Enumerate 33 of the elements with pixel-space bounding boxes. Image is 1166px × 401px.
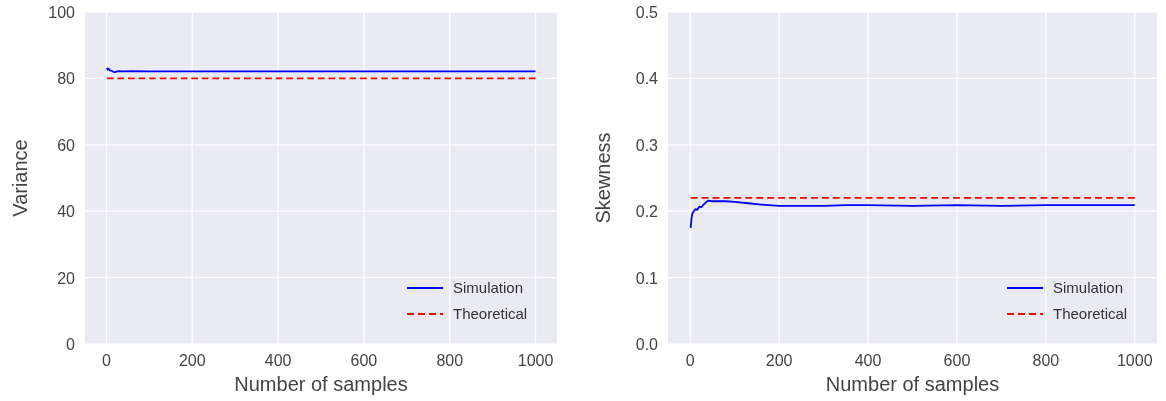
y-tick-label: 100 — [48, 4, 76, 21]
x-tick-label: 200 — [765, 352, 793, 369]
x-tick-label: 800 — [436, 352, 464, 369]
y-tick-label: 20 — [57, 269, 76, 287]
x-tick-label: 0 — [102, 352, 111, 369]
y-axis-title: Variance — [9, 139, 31, 217]
x-tick-label: 200 — [178, 352, 206, 369]
legend-label: Simulation — [1053, 279, 1124, 296]
y-tick-label: 0.5 — [635, 4, 659, 21]
y-tick-label: 80 — [57, 70, 76, 88]
y-tick-label: 40 — [57, 203, 76, 221]
y-tick-label: 0 — [66, 336, 76, 353]
y-tick-label: 0.3 — [635, 136, 659, 154]
x-tick-label: 600 — [350, 352, 378, 369]
x-tick-label: 800 — [1032, 352, 1060, 369]
x-tick-label: 1000 — [517, 352, 554, 369]
legend-label: Theoretical — [453, 305, 528, 322]
x-axis-title: Number of samples — [234, 373, 408, 395]
x-tick-label: 400 — [264, 352, 292, 369]
x-tick-label: 600 — [943, 352, 971, 369]
y-tick-label: 0.0 — [635, 336, 659, 353]
y-tick-label: 0.2 — [635, 203, 659, 221]
y-tick-label: 0.1 — [635, 269, 659, 287]
legend-label: Simulation — [453, 279, 524, 296]
line-series — [689, 199, 1136, 229]
x-tick-label: 1000 — [1116, 352, 1153, 369]
y-axis-title: Skewness — [592, 132, 614, 224]
y-tick-label: 60 — [57, 136, 76, 154]
y-tick-label: 0.4 — [635, 70, 659, 88]
legend-label: Theoretical — [1053, 305, 1128, 322]
x-axis-title: Number of samples — [825, 373, 1000, 395]
x-tick-label: 400 — [854, 352, 882, 369]
x-tick-label: 0 — [685, 352, 695, 369]
